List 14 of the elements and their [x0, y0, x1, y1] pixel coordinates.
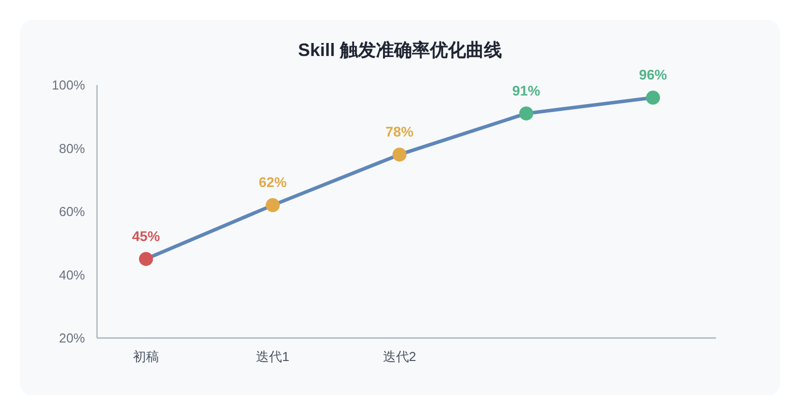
y-tick-label: 100% — [52, 78, 86, 92]
y-tick-label: 40% — [58, 267, 86, 282]
y-tick-label: 60% — [58, 204, 86, 219]
y-tick-label: 80% — [58, 140, 86, 156]
x-tick-label: 初稿 — [133, 349, 159, 364]
y-tick-label: 20% — [58, 330, 86, 346]
data-label: 96% — [638, 66, 668, 83]
data-label: 62% — [258, 174, 288, 190]
x-tick-label: 迭代2 — [382, 349, 416, 364]
data-label: 45% — [132, 228, 161, 244]
x-tick-label: 迭代1 — [256, 349, 290, 364]
title: Skill 触发准确率优化曲线 — [298, 40, 502, 60]
data-label: 91% — [512, 82, 541, 98]
data-label: 78% — [385, 124, 414, 140]
